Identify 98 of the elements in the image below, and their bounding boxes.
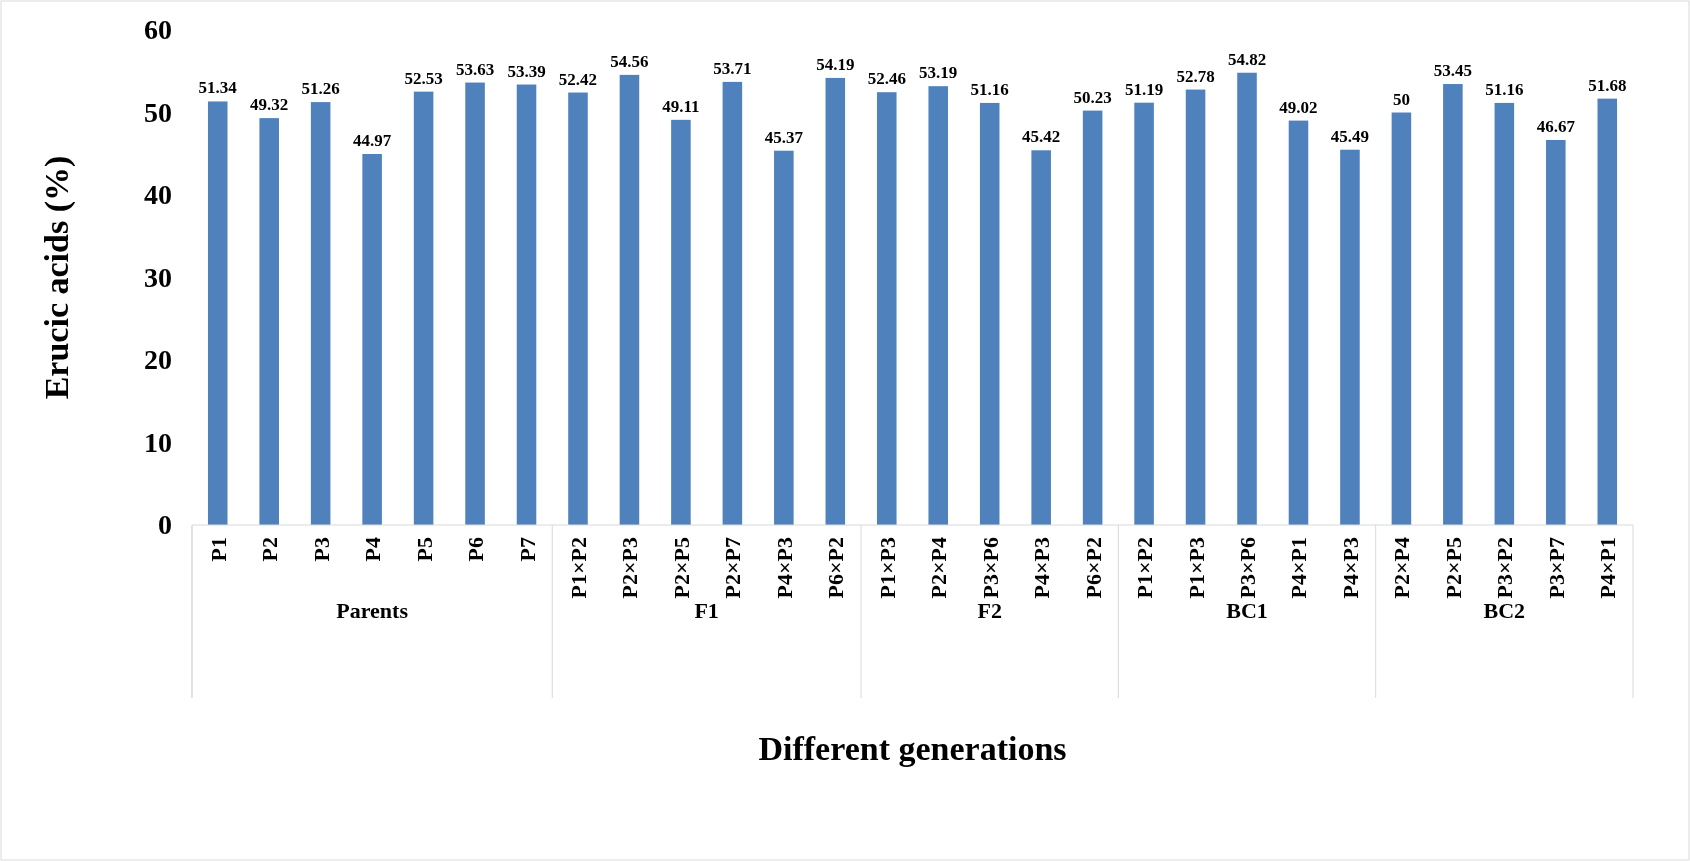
x-tick-label: P4×P3 — [771, 537, 797, 599]
x-tick-label: P4×P3 — [1029, 537, 1055, 599]
data-label: 49.32 — [250, 95, 289, 115]
x-tick-label: P2×P4 — [926, 537, 952, 599]
x-tick-label: P1×P3 — [874, 537, 900, 599]
bar — [774, 150, 794, 525]
x-tick-label: P2×P3 — [617, 537, 643, 599]
bar — [1288, 120, 1309, 525]
data-label: 51.16 — [970, 79, 1009, 99]
bar — [671, 119, 691, 525]
data-label: 51.34 — [198, 78, 238, 98]
data-label: 52.42 — [558, 69, 598, 89]
data-label: 50.23 — [1073, 87, 1112, 107]
x-tick-label: P3×P2 — [1492, 537, 1518, 599]
x-tick-label: P6 — [463, 537, 489, 562]
data-label: 45.37 — [764, 127, 804, 147]
data-label: 53.63 — [455, 59, 495, 79]
bar — [1185, 89, 1206, 525]
data-label: 51.26 — [301, 79, 340, 99]
y-tick-label: 60 — [144, 14, 172, 46]
x-axis-title: Different generations — [758, 730, 1067, 767]
x-tick-label: P3 — [308, 537, 334, 562]
bar — [207, 101, 228, 525]
data-label: 49.11 — [662, 96, 700, 116]
data-label: 46.67 — [1536, 116, 1576, 136]
bar — [1340, 149, 1360, 525]
text: F2 — [977, 598, 1002, 623]
bar — [1546, 139, 1566, 525]
bar — [1494, 102, 1515, 525]
bar — [1237, 72, 1257, 525]
bar — [928, 86, 949, 525]
text: F1 — [694, 598, 719, 623]
y-tick-label: 20 — [144, 344, 172, 376]
data-label: 52.53 — [404, 68, 443, 88]
y-tick-label: 10 — [144, 426, 172, 458]
x-tick-label: P2×P5 — [668, 537, 694, 599]
bar — [619, 74, 640, 525]
y-tick-label: 40 — [144, 179, 172, 211]
data-label: 54.19 — [816, 54, 855, 74]
data-label: 50 — [1392, 89, 1410, 109]
x-tick-label: P4×P3 — [1337, 537, 1363, 599]
x-tick-label: P4×P1 — [1595, 537, 1621, 599]
bar — [722, 81, 743, 525]
data-label: 54.56 — [610, 51, 649, 71]
data-label: 45.42 — [1022, 127, 1061, 147]
data-label: 51.19 — [1124, 79, 1164, 99]
x-tick-label: P5 — [411, 537, 437, 562]
bar — [1443, 84, 1463, 525]
bar — [465, 82, 485, 525]
y-tick-label: 30 — [144, 261, 172, 293]
x-tick-label: P2 — [257, 537, 283, 562]
bar — [876, 92, 897, 525]
bar — [979, 102, 1000, 525]
x-tick-label: P6×P2 — [823, 537, 849, 599]
bar — [1597, 98, 1618, 525]
x-tick-label: P4 — [360, 537, 386, 562]
bar — [1031, 150, 1051, 525]
y-tick-label: 50 — [144, 96, 172, 128]
bar — [568, 92, 588, 525]
data-label: 49.02 — [1279, 97, 1318, 117]
bar — [310, 102, 331, 525]
x-tick-label: P1×P3 — [1183, 537, 1209, 599]
data-label: 53.39 — [507, 61, 546, 81]
x-tick-label: P3×P6 — [977, 537, 1003, 599]
x-tick-label: P6×P2 — [1080, 537, 1106, 599]
bar — [413, 91, 434, 525]
data-label: 45.49 — [1330, 126, 1370, 146]
x-tick-label: P2×P4 — [1389, 537, 1415, 599]
x-tick-label: P3×P6 — [1235, 537, 1261, 599]
text: Parents — [336, 598, 409, 623]
data-label: 52.78 — [1176, 66, 1215, 86]
data-label: 51.16 — [1485, 79, 1524, 99]
data-label: 51.68 — [1588, 75, 1627, 95]
text: BC2 — [1483, 598, 1526, 623]
x-tick-label: P1×P2 — [565, 537, 591, 599]
bar — [1082, 110, 1103, 525]
data-label: 44.97 — [353, 131, 392, 150]
x-tick-label: P1 — [205, 537, 231, 562]
bar — [259, 118, 279, 525]
y-axis-title: Erucic acids (%) — [38, 155, 76, 400]
data-label: 54.82 — [1227, 49, 1267, 69]
bar — [1391, 112, 1412, 525]
text: BC1 — [1226, 598, 1268, 623]
x-tick-label: P1×P2 — [1132, 537, 1158, 599]
bar — [362, 154, 382, 525]
x-tick-label: P7 — [514, 537, 540, 562]
y-tick-label: 0 — [158, 509, 172, 541]
data-label: 53.71 — [713, 58, 752, 78]
bar — [1134, 102, 1154, 525]
data-label: 53.19 — [919, 63, 958, 83]
bar — [825, 77, 846, 525]
x-tick-label: P2×P7 — [720, 537, 746, 599]
x-tick-label: P3×P7 — [1543, 537, 1569, 599]
bar — [516, 84, 537, 525]
x-tick-label: P4×P1 — [1286, 537, 1312, 599]
data-label: 53.45 — [1433, 61, 1472, 81]
data-label: 52.46 — [867, 69, 906, 89]
x-tick-label: P2×P5 — [1440, 537, 1466, 599]
